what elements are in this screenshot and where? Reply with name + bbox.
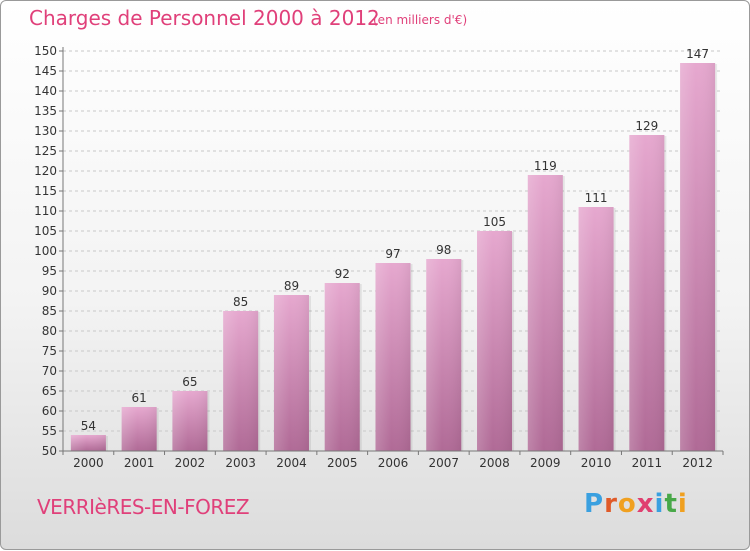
y-tick-label: 95 <box>42 264 57 278</box>
chart-subtitle: (en milliers d'€) <box>373 13 468 27</box>
x-tick-label-2009: 2009 <box>530 456 561 470</box>
y-tick-label: 125 <box>34 144 57 158</box>
logo-letter: i <box>677 489 688 519</box>
y-tick-label: 105 <box>34 224 57 238</box>
x-tick-label-2004: 2004 <box>276 456 307 470</box>
bar-highlight <box>375 263 411 451</box>
data-label-2006: 97 <box>385 247 400 261</box>
data-label-2005: 92 <box>335 267 350 281</box>
logo-letter: x <box>636 489 655 519</box>
bars <box>70 63 718 451</box>
data-label-2009: 119 <box>534 159 557 173</box>
y-tick-label: 75 <box>42 344 57 358</box>
logo-letter: o <box>617 489 637 519</box>
y-tick-label: 60 <box>42 404 57 418</box>
bar-highlight <box>324 283 360 451</box>
data-label-2001: 61 <box>132 391 147 405</box>
axes <box>62 47 723 452</box>
data-label-2000: 54 <box>81 419 96 433</box>
x-tick-label-2003: 2003 <box>225 456 256 470</box>
x-axis-ticks: 2000 2001 2002 2003 2004 2005 2006 2007 2008 2009… <box>62 451 724 470</box>
proxiti-logo: Proxiti <box>584 489 688 519</box>
logo-letter: i <box>654 489 665 519</box>
x-tick-label-2006: 2006 <box>378 456 409 470</box>
data-label-2011: 129 <box>635 119 658 133</box>
data-label-2007: 98 <box>436 243 451 257</box>
y-tick-label: 85 <box>42 304 57 318</box>
bar-highlight <box>70 435 106 451</box>
data-label-2008: 105 <box>483 215 506 229</box>
y-tick-label: 110 <box>34 204 57 218</box>
bar-highlight <box>629 135 665 451</box>
data-label-2004: 89 <box>284 279 299 293</box>
x-tick-label-2010: 2010 <box>581 456 612 470</box>
data-label-2002: 65 <box>182 375 197 389</box>
y-tick-label: 120 <box>34 164 57 178</box>
chart-title: Charges de Personnel 2000 à 2012 <box>29 6 380 30</box>
y-tick-label: 135 <box>34 104 57 118</box>
bar-highlight <box>578 207 614 451</box>
x-tick-label-2002: 2002 <box>175 456 206 470</box>
y-tick-label: 115 <box>34 184 57 198</box>
data-label-2010: 111 <box>585 191 608 205</box>
logo-letter: t <box>664 489 678 519</box>
y-axis-ticks: 50 55 60 65 70 75 80 85 90 95 100 105 110 115 120 125 13… <box>34 44 63 458</box>
bar-highlight <box>527 175 563 451</box>
y-tick-label: 150 <box>34 44 57 58</box>
y-tick-label: 145 <box>34 64 57 78</box>
bar-highlight <box>680 63 716 451</box>
x-tick-label-2005: 2005 <box>327 456 358 470</box>
bar-highlight <box>121 407 157 451</box>
y-tick-label: 70 <box>42 364 57 378</box>
y-tick-label: 55 <box>42 424 57 438</box>
bar-highlight <box>273 295 309 451</box>
bar-highlight <box>172 391 208 451</box>
y-tick-label: 80 <box>42 324 57 338</box>
x-tick-label-2001: 2001 <box>124 456 155 470</box>
x-tick-label-2000: 2000 <box>73 456 104 470</box>
x-tick-label-2012: 2012 <box>682 456 713 470</box>
x-tick-label-2007: 2007 <box>428 456 459 470</box>
y-tick-label: 100 <box>34 244 57 258</box>
data-labels: 54 61 65 85 89 92 97 98 105 119 111 129 147 <box>81 47 709 433</box>
commune-name: VERRIèRES-EN-FOREZ <box>37 495 250 519</box>
data-label-2003: 85 <box>233 295 248 309</box>
y-tick-label: 130 <box>34 124 57 138</box>
bar-highlight <box>426 259 462 451</box>
x-tick-label-2008: 2008 <box>479 456 510 470</box>
x-tick-label-2011: 2011 <box>632 456 663 470</box>
y-tick-label: 50 <box>42 444 57 458</box>
logo-letter: P <box>584 489 605 519</box>
data-label-2012: 147 <box>686 47 709 61</box>
y-tick-label: 140 <box>34 84 57 98</box>
logo-letter: r <box>604 489 618 519</box>
bar-highlight <box>477 231 513 451</box>
y-tick-label: 65 <box>42 384 57 398</box>
y-tick-label: 90 <box>42 284 57 298</box>
bar-highlight <box>223 311 259 451</box>
